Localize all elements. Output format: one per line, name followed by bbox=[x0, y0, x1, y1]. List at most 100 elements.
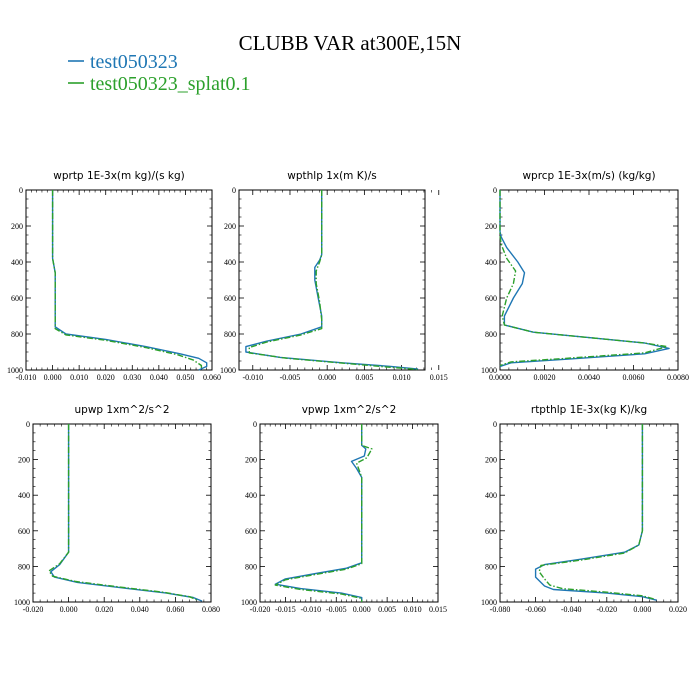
y-tick-label: 0 bbox=[26, 420, 30, 429]
panel-title: wpthlp 1x(m K)/s bbox=[287, 170, 377, 182]
series-line-2 bbox=[538, 424, 656, 600]
x-tick-label: 0.050 bbox=[176, 373, 194, 382]
panel-title: vpwp 1xm^2/s^2 bbox=[302, 404, 397, 416]
x-tick-label: 0.0080 bbox=[667, 373, 689, 382]
y-tick-label: 200 bbox=[485, 456, 497, 465]
panel-frame bbox=[499, 189, 679, 371]
y-tick-label: 1000 bbox=[481, 598, 497, 607]
y-tick-label: 200 bbox=[485, 222, 497, 231]
y-tick-label: 600 bbox=[485, 527, 497, 536]
y-tick-label: 600 bbox=[224, 294, 236, 303]
y-tick-label: 1000 bbox=[220, 366, 236, 375]
x-tick-label: -0.020 bbox=[250, 605, 271, 614]
legend-label-1: test050323 bbox=[90, 51, 178, 73]
x-tick-label: 0.010 bbox=[70, 373, 88, 382]
series-line-1 bbox=[51, 190, 208, 371]
series-line-1 bbox=[274, 424, 367, 602]
panel-title: rtpthlp 1E-3x(kg K)/kg bbox=[531, 404, 647, 416]
panel-1: wprtp 1E-3x(m kg)/(s kg) -0.010 0.000 0.010… bbox=[7, 170, 221, 382]
y-tick-label: 600 bbox=[485, 294, 497, 303]
x-tick-label: -0.005 bbox=[326, 605, 347, 614]
x-tick-label: 0.0040 bbox=[578, 373, 600, 382]
panel-6: rtpthlp 1E-3x(kg K)/kg -0.080 -0.060 -0.040… bbox=[481, 404, 687, 614]
y-tick-label: 800 bbox=[245, 562, 257, 571]
y-tick-label: 800 bbox=[485, 562, 497, 571]
y-tick-label: 0 bbox=[232, 186, 236, 195]
panel-title: wprtp 1E-3x(m kg)/(s kg) bbox=[53, 170, 184, 182]
x-tick-label: -0.060 bbox=[525, 605, 546, 614]
y-tick-label: 1000 bbox=[7, 366, 23, 375]
x-tick-label: -0.015 bbox=[275, 605, 296, 614]
panel-frame bbox=[238, 189, 426, 371]
x-tick-label: -0.010 bbox=[16, 373, 37, 382]
x-tick-label: 0.000 bbox=[60, 605, 78, 614]
y-tick-label: 200 bbox=[245, 456, 257, 465]
series-line-2 bbox=[48, 424, 199, 602]
x-tick-label: 0.060 bbox=[203, 373, 221, 382]
series-line-1 bbox=[245, 190, 419, 370]
series-line-1 bbox=[50, 424, 203, 602]
x-tick-label: 0.020 bbox=[97, 373, 115, 382]
y-tick-label: 600 bbox=[11, 294, 23, 303]
x-tick-label: 0.015 bbox=[429, 605, 447, 614]
x-tick-label: -0.020 bbox=[23, 605, 44, 614]
x-tick-label: 0.060 bbox=[166, 605, 184, 614]
panel-2: wpthlp 1x(m K)/s -0.010 -0.005 0.000 0.005 0.… bbox=[220, 170, 448, 382]
series-line-2 bbox=[248, 190, 419, 371]
y-tick-label: 800 bbox=[485, 330, 497, 339]
y-tick-label: 600 bbox=[245, 527, 257, 536]
series-line-2 bbox=[499, 190, 668, 367]
panel-frame bbox=[32, 423, 212, 603]
x-tick-label: 0.030 bbox=[123, 373, 141, 382]
y-tick-label: 1000 bbox=[14, 598, 30, 607]
x-tick-label: 0.010 bbox=[393, 373, 411, 382]
x-tick-label: 0.080 bbox=[202, 605, 220, 614]
x-tick-label: 0.020 bbox=[669, 605, 687, 614]
y-tick-label: 200 bbox=[18, 456, 30, 465]
panel-4: upwp 1xm^2/s^2 -0.020 0.000 0.020 0.040 0.060… bbox=[14, 404, 220, 614]
y-tick-label: 0 bbox=[253, 420, 257, 429]
series-line-2 bbox=[274, 424, 373, 602]
y-tick-label: 400 bbox=[18, 491, 30, 500]
y-tick-label: 0 bbox=[493, 420, 497, 429]
x-tick-label: 0.000 bbox=[44, 373, 62, 382]
x-tick-label: -0.040 bbox=[561, 605, 582, 614]
y-tick-label: 200 bbox=[224, 222, 236, 231]
y-tick-label: 1000 bbox=[481, 366, 497, 375]
series-line-1 bbox=[534, 424, 657, 601]
y-tick-label: 800 bbox=[11, 330, 23, 339]
y-tick-label: 1000 bbox=[241, 598, 257, 607]
y-tick-label: 0 bbox=[19, 186, 23, 195]
x-tick-label: 0.010 bbox=[404, 605, 422, 614]
x-tick-label: 0.005 bbox=[378, 605, 396, 614]
series-line-1 bbox=[499, 190, 670, 368]
x-tick-label: 0.0000 bbox=[489, 373, 511, 382]
y-tick-label: 0 bbox=[493, 186, 497, 195]
y-tick-label: 400 bbox=[485, 258, 497, 267]
y-tick-label: 800 bbox=[224, 330, 236, 339]
panel-frame bbox=[259, 423, 439, 603]
x-tick-label: -0.010 bbox=[301, 605, 322, 614]
panel-title: wprcp 1E-3x(m/s) (kg/kg) bbox=[522, 170, 655, 182]
y-tick-label: 400 bbox=[485, 491, 497, 500]
y-tick-label: 600 bbox=[18, 527, 30, 536]
x-tick-label: 0.000 bbox=[318, 373, 336, 382]
y-tick-label: 400 bbox=[245, 491, 257, 500]
panels: wprtp 1E-3x(m kg)/(s kg) -0.010 0.000 0.010… bbox=[7, 170, 689, 614]
y-tick-label: 800 bbox=[18, 562, 30, 571]
x-tick-label: -0.010 bbox=[242, 373, 263, 382]
x-tick-label: 0.040 bbox=[150, 373, 168, 382]
figure-title: CLUBB VAR at300E,15N bbox=[239, 31, 462, 55]
x-tick-label: 0.005 bbox=[355, 373, 373, 382]
y-tick-label: 400 bbox=[11, 258, 23, 267]
x-tick-label: 0.020 bbox=[95, 605, 113, 614]
x-tick-label: 0.000 bbox=[633, 605, 651, 614]
x-tick-label: 0.015 bbox=[430, 373, 448, 382]
x-tick-label: 0.040 bbox=[131, 605, 149, 614]
legend: test050323 test050323_splat0.1 bbox=[68, 51, 251, 95]
x-tick-label: -0.020 bbox=[596, 605, 617, 614]
panel-3: wprcp 1E-3x(m/s) (kg/kg) 0.0000 0.0020 0.00… bbox=[481, 170, 689, 382]
x-tick-label: 0.000 bbox=[353, 605, 371, 614]
panel-5: vpwp 1xm^2/s^2 -0.020 -0.015 -0.010 -0.005 0.… bbox=[241, 404, 447, 614]
